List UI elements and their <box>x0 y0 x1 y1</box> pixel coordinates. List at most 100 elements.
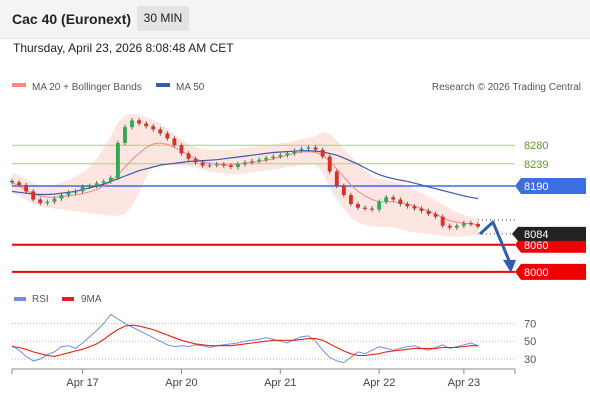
candle-body <box>454 225 459 228</box>
rsi-tick-label: 30 <box>524 354 536 366</box>
candle-body <box>123 127 127 143</box>
candle <box>440 214 445 229</box>
candle <box>384 195 389 205</box>
candle-body <box>165 133 170 139</box>
candle-body <box>476 223 480 227</box>
level-label-8060: 8060 <box>524 240 548 252</box>
candle-body <box>130 120 134 128</box>
candle-body <box>151 126 156 130</box>
candle-body <box>334 171 339 186</box>
candle <box>94 180 99 189</box>
last-price-label: 8084 <box>524 229 548 241</box>
candle <box>115 140 120 181</box>
candle-body <box>235 164 240 167</box>
candle-body <box>292 150 297 154</box>
candle-body <box>221 164 226 166</box>
candle-body <box>179 145 184 154</box>
candle <box>447 223 452 230</box>
candle <box>137 118 142 126</box>
candle-body <box>193 158 198 163</box>
candle-body <box>363 207 367 209</box>
rsi-legend-label: RSI <box>32 294 49 305</box>
chart-title: Cac 40 (Euronext) <box>12 11 132 27</box>
candle <box>306 145 311 152</box>
candle-body <box>172 138 177 146</box>
candle <box>243 160 247 167</box>
candle <box>101 179 106 186</box>
candle <box>412 204 417 211</box>
candle <box>454 223 459 230</box>
candle-body <box>412 206 417 209</box>
candle <box>278 152 283 159</box>
candle-body <box>271 156 276 158</box>
candle <box>327 154 332 174</box>
candle <box>108 175 113 184</box>
candle <box>257 157 262 164</box>
rsi-ma-legend-swatch <box>62 297 74 301</box>
candle-body <box>10 180 14 183</box>
candle-body <box>341 185 346 195</box>
candle <box>38 197 43 206</box>
candle-body <box>200 162 205 166</box>
bollinger-band-area <box>12 113 478 237</box>
forecast-arrow-head <box>503 259 516 273</box>
x-tick-label: Apr 20 <box>165 377 197 389</box>
ma20-legend-label: MA 20 + Bollinger Bands <box>32 82 142 93</box>
candle-body <box>377 201 382 210</box>
candle-body <box>405 204 410 207</box>
candle <box>73 189 78 195</box>
candle <box>66 190 71 198</box>
candle <box>193 156 198 165</box>
candle <box>165 131 170 141</box>
candle <box>207 162 212 168</box>
candle <box>214 161 219 168</box>
candle <box>476 221 480 229</box>
candle-body <box>278 155 283 157</box>
candle <box>250 158 255 165</box>
level-tag-8000 <box>515 263 586 280</box>
candle-body <box>24 185 29 192</box>
level-label-8239: 8239 <box>524 159 548 171</box>
candle-body <box>207 165 212 167</box>
candle-body <box>257 159 262 162</box>
rsi-line <box>11 313 479 364</box>
candle <box>10 178 14 185</box>
candle <box>271 154 276 161</box>
candle <box>292 148 297 156</box>
candle <box>320 147 325 159</box>
x-tick-label: Apr 22 <box>363 377 395 389</box>
x-tick-label: Apr 23 <box>448 377 480 389</box>
candle-body <box>158 129 163 134</box>
candle-body <box>433 214 438 217</box>
candle-body <box>137 120 142 124</box>
candle-body <box>243 162 247 165</box>
candle-body <box>398 199 403 205</box>
ma50-legend-label: MA 50 <box>176 82 205 93</box>
candle <box>144 121 149 129</box>
candle-body <box>17 182 22 186</box>
candle-body <box>468 223 473 225</box>
candle-body <box>115 142 120 178</box>
timeframe-button[interactable]: 30 MIN <box>137 6 189 31</box>
candle <box>370 206 375 212</box>
candle <box>45 199 50 206</box>
candle-body <box>356 204 360 208</box>
ma20-legend-swatch <box>12 83 26 87</box>
chart-header: Cac 40 (Euronext) 30 MIN <box>0 0 590 39</box>
candle <box>123 124 127 146</box>
candle <box>17 180 22 188</box>
candle <box>87 183 92 190</box>
candle-body <box>285 153 290 156</box>
candle-body <box>144 123 149 127</box>
candle <box>468 220 473 227</box>
rsi-tick-label: 70 <box>524 318 536 330</box>
candle <box>31 189 36 202</box>
x-tick-label: Apr 17 <box>66 377 98 389</box>
candle <box>221 161 226 168</box>
candle-body <box>306 147 311 149</box>
candle <box>285 151 290 158</box>
candle <box>158 127 163 136</box>
candle <box>186 151 191 162</box>
candle-body <box>370 208 375 210</box>
candle <box>24 182 29 194</box>
